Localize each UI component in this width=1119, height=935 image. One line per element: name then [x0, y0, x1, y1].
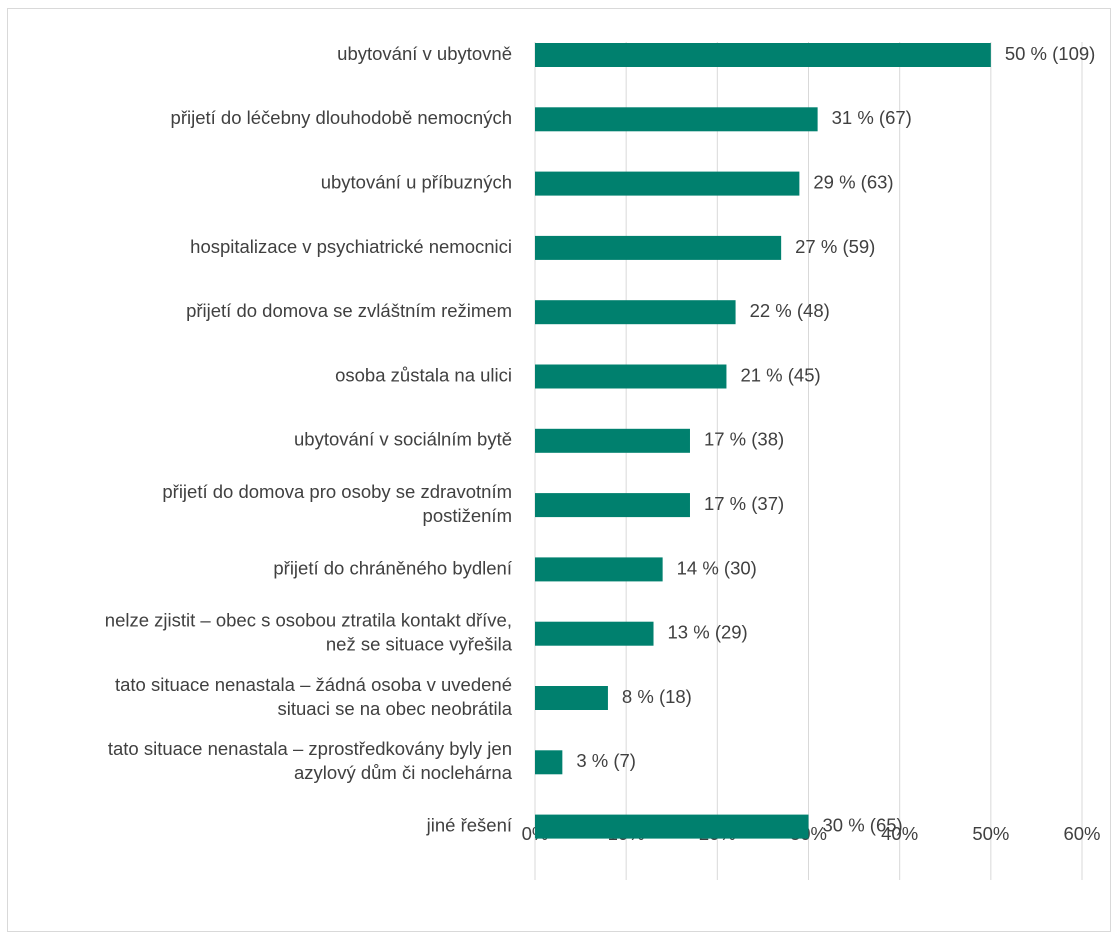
category-label: hospitalizace v psychiatrické nemocnici: [190, 236, 512, 257]
category-label: ubytování v sociálním bytě: [294, 429, 512, 450]
category-label: ubytování u příbuzných: [321, 171, 512, 192]
category-label: azylový dům či noclehárna: [294, 762, 513, 783]
category-label: nelze zjistit – obec s osobou ztratila k…: [105, 610, 512, 631]
category-label: přijetí do léčebny dlouhodobě nemocných: [171, 107, 512, 128]
bar-4: [535, 300, 736, 325]
data-label: 3 % (7): [576, 750, 636, 771]
bar-0: [535, 43, 991, 67]
x-tick-label: 60%: [1063, 823, 1100, 844]
data-label: 31 % (67): [832, 107, 912, 128]
data-label: 8 % (18): [622, 686, 692, 707]
bar-8: [535, 557, 663, 582]
bar-7: [535, 493, 690, 518]
category-label: přijetí do chráněného bydlení: [273, 557, 512, 578]
category-label: postižením: [423, 505, 512, 526]
data-label: 13 % (29): [668, 622, 748, 643]
data-label: 30 % (65): [823, 814, 903, 835]
category-label: tato situace nenastala – žádná osoba v u…: [115, 674, 512, 695]
data-label: 17 % (37): [704, 493, 784, 514]
data-label: 22 % (48): [750, 300, 830, 321]
category-label: přijetí do domova pro osoby se zdravotní…: [162, 481, 512, 502]
data-label: 17 % (38): [704, 429, 784, 450]
chart-frame: [7, 8, 1111, 932]
data-label: 29 % (63): [813, 171, 893, 192]
data-label: 14 % (30): [677, 557, 757, 578]
bar-3: [535, 235, 782, 260]
category-label: osoba zůstala na ulici: [335, 364, 512, 385]
category-label: situaci se na obec neobrátila: [278, 698, 513, 719]
bar-2: [535, 171, 800, 196]
bar-6: [535, 428, 690, 453]
data-label: 27 % (59): [795, 236, 875, 257]
category-label: přijetí do domova se zvláštním režimem: [186, 300, 512, 321]
bar-1: [535, 107, 818, 132]
bar-5: [535, 364, 727, 389]
category-label: než se situace vyřešila: [326, 634, 513, 655]
data-label: 21 % (45): [740, 364, 820, 385]
bar-11: [535, 750, 563, 775]
bar-12: [535, 814, 809, 839]
x-tick-label: 50%: [972, 823, 1009, 844]
x-tick-label: 40%: [881, 823, 918, 844]
bar-9: [535, 621, 654, 646]
data-label: 50 % (109): [1005, 43, 1095, 64]
category-label: jiné řešení: [426, 814, 513, 835]
category-label: ubytování v ubytovně: [337, 43, 512, 64]
bar-10: [535, 686, 608, 710]
category-label: tato situace nenastala – zprostředkovány…: [108, 738, 512, 759]
